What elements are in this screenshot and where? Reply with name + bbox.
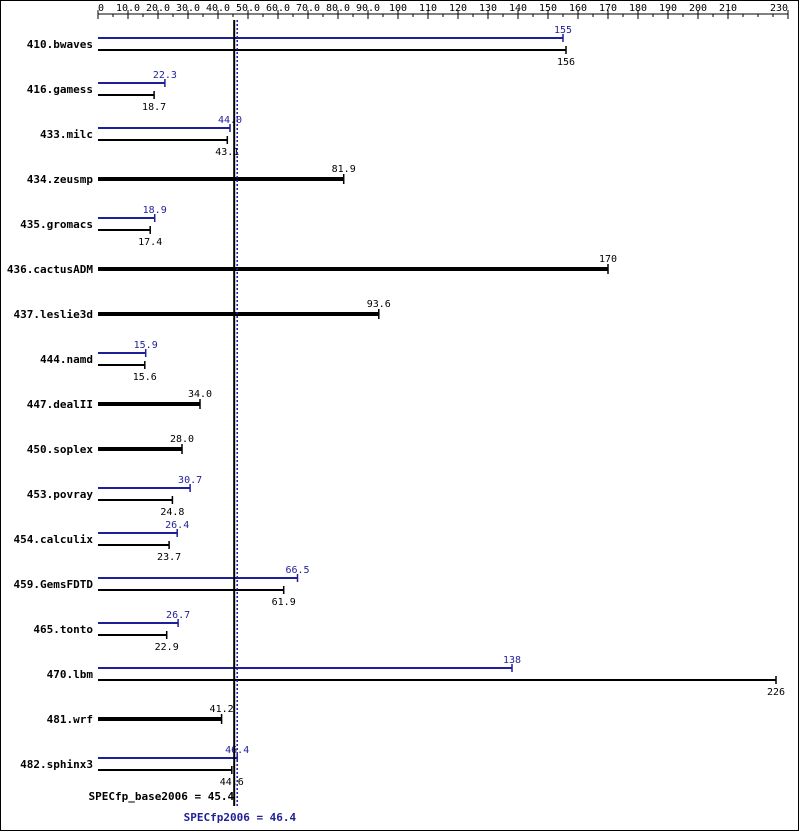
base-value-label: 61.9: [272, 597, 296, 608]
reference-lines: SPECfp_base2006 = 45.4 SPECfp2006 = 46.4: [88, 20, 297, 824]
x-axis-tick-label: 40.0: [206, 3, 230, 14]
peak-value-label: 15.9: [134, 340, 158, 351]
benchmark-label: 481.wrf: [47, 713, 93, 726]
x-axis-tick-label: 150: [539, 3, 557, 14]
x-axis-tick-label: 210: [719, 3, 737, 14]
base-value-label: 43.1: [215, 147, 239, 158]
x-axis-tick-label: 130: [479, 3, 497, 14]
x-axis-tick-label: 100: [389, 3, 407, 14]
benchmark-row: 410.bwaves 155 156: [27, 25, 575, 68]
benchmark-row: 436.cactusADM 170: [7, 254, 617, 276]
benchmark-row: 481.wrf 41.2: [47, 704, 234, 726]
benchmark-label: 454.calculix: [14, 533, 94, 546]
base-value-label: 22.9: [155, 642, 179, 653]
benchmark-label: 416.gamess: [27, 83, 93, 96]
benchmark-label: 453.povray: [27, 488, 94, 501]
x-axis-tick-label: 30.0: [176, 3, 200, 14]
benchmark-row: 435.gromacs 18.9 17.4: [20, 205, 167, 248]
benchmark-row: 450.soplex 28.0: [27, 434, 194, 456]
x-axis: 0 10.0 20.0 30.0 40.0 50.0 60.0 70.0 80.0 90.0 100…: [97, 3, 789, 19]
benchmark-row: 447.dealII 34.0: [27, 389, 212, 411]
x-axis-tick-label: 140: [509, 3, 527, 14]
base-value-label: 17.4: [138, 237, 162, 248]
x-axis-tick-label: 80.0: [326, 3, 350, 14]
benchmark-label: 435.gromacs: [20, 218, 93, 231]
base-value-label: 24.8: [160, 507, 184, 518]
benchmark-label: 459.GemsFDTD: [14, 578, 94, 591]
benchmark-label: 444.namd: [40, 353, 93, 366]
peak-value-label: 18.9: [143, 205, 167, 216]
x-axis-tick-label: 20.0: [146, 3, 170, 14]
benchmark-label: 450.soplex: [27, 443, 94, 456]
peak-reference-label: SPECfp2006 = 46.4: [184, 811, 297, 824]
base-value-label: 34.0: [188, 389, 212, 400]
peak-value-label: 44.0: [218, 115, 242, 126]
base-value-label: 81.9: [332, 164, 356, 175]
x-axis-tick-label: 180: [629, 3, 647, 14]
base-value-label: 28.0: [170, 434, 194, 445]
base-value-label: 18.7: [142, 102, 166, 113]
benchmark-row: 482.sphinx3 46.4 44.6: [20, 745, 249, 788]
base-value-label: 93.6: [367, 299, 391, 310]
x-axis-tick-label: 0: [98, 3, 104, 14]
base-value-label: 41.2: [210, 704, 234, 715]
base-reference-label: SPECfp_base2006 = 45.4: [88, 790, 234, 803]
benchmark-label: 447.dealII: [27, 398, 93, 411]
x-axis-tick-label: 160: [569, 3, 587, 14]
x-axis-tick-label: 10.0: [116, 3, 140, 14]
benchmark-row: 444.namd 15.9 15.6: [40, 340, 158, 383]
base-value-label: 226: [767, 687, 785, 698]
peak-value-label: 46.4: [225, 745, 249, 756]
peak-value-label: 30.7: [178, 475, 202, 486]
x-axis-tick-label: 60.0: [266, 3, 290, 14]
peak-value-label: 138: [503, 655, 521, 666]
x-axis-tick-label: 110: [419, 3, 437, 14]
benchmark-label: 436.cactusADM: [7, 263, 93, 276]
benchmark-row: 433.milc 44.0 43.1: [40, 115, 242, 158]
x-axis-tick-label: 190: [659, 3, 677, 14]
benchmark-row: 416.gamess 22.3 18.7: [27, 70, 177, 113]
benchmark-row: 459.GemsFDTD 66.5 61.9: [14, 565, 310, 608]
benchmark-row: 453.povray 30.7 24.8: [27, 475, 202, 518]
x-axis-tick-label: 120: [449, 3, 467, 14]
x-axis-tick-label: 50.0: [236, 3, 260, 14]
benchmark-label: 470.lbm: [47, 668, 94, 681]
x-axis-tick-label: 70.0: [296, 3, 320, 14]
benchmark-row: 454.calculix 26.4 23.7: [14, 520, 190, 563]
benchmark-row: 437.leslie3d 93.6: [14, 299, 391, 321]
benchmark-label: 433.milc: [40, 128, 93, 141]
benchmark-label: 482.sphinx3: [20, 758, 93, 771]
benchmark-row: 465.tonto 26.7 22.9: [33, 610, 190, 653]
peak-value-label: 66.5: [285, 565, 309, 576]
base-value-label: 15.6: [133, 372, 157, 383]
x-axis-tick-label: 90.0: [356, 3, 380, 14]
benchmark-label: 434.zeusmp: [27, 173, 94, 186]
peak-value-label: 26.4: [165, 520, 189, 531]
x-axis-tick-label: 230: [770, 3, 788, 14]
x-axis-tick-label: 170: [599, 3, 617, 14]
peak-value-label: 155: [554, 25, 572, 36]
peak-value-label: 26.7: [166, 610, 190, 621]
base-value-label: 44.6: [220, 777, 244, 788]
base-value-label: 170: [599, 254, 617, 265]
benchmark-label: 465.tonto: [33, 623, 93, 636]
benchmark-label: 410.bwaves: [27, 38, 93, 51]
benchmark-row: 470.lbm 138 226: [47, 655, 785, 698]
base-value-label: 156: [557, 57, 575, 68]
benchmark-row: 434.zeusmp 81.9: [27, 164, 356, 186]
benchmark-label: 437.leslie3d: [14, 308, 93, 321]
peak-value-label: 22.3: [153, 70, 177, 81]
x-axis-tick-label: 200: [689, 3, 707, 14]
benchmark-rows: 410.bwaves 155 156 416.gamess 22.3 18.7 433.mi…: [7, 25, 785, 788]
base-value-label: 23.7: [157, 552, 181, 563]
